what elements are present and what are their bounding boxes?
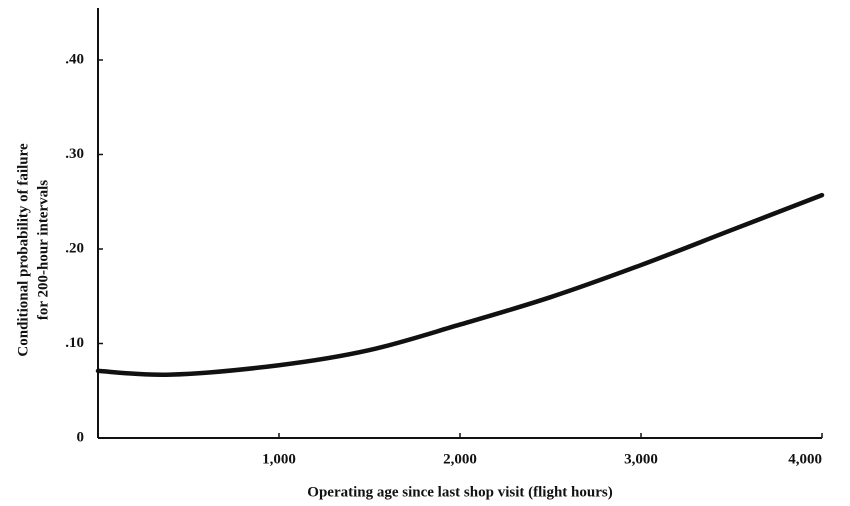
x-tick-label: 1,000 xyxy=(262,451,296,467)
x-tick-label: 3,000 xyxy=(624,451,658,467)
x-tick-label: 2,000 xyxy=(443,451,477,467)
y-tick-label: .40 xyxy=(65,51,84,67)
y-tick-label: .20 xyxy=(65,240,84,256)
y-tick-label: .30 xyxy=(65,146,84,162)
y-axis-label: Conditional probability of failure xyxy=(15,143,31,357)
x-axis-label: Operating age since last shop visit (fli… xyxy=(307,484,612,500)
x-tick-label: 4,000 xyxy=(788,451,822,467)
y-tick-label: .10 xyxy=(65,335,84,351)
y-tick-label: 0 xyxy=(77,429,85,445)
curve xyxy=(95,192,825,378)
y-axis-label: for 200-hour intervals xyxy=(35,180,51,320)
